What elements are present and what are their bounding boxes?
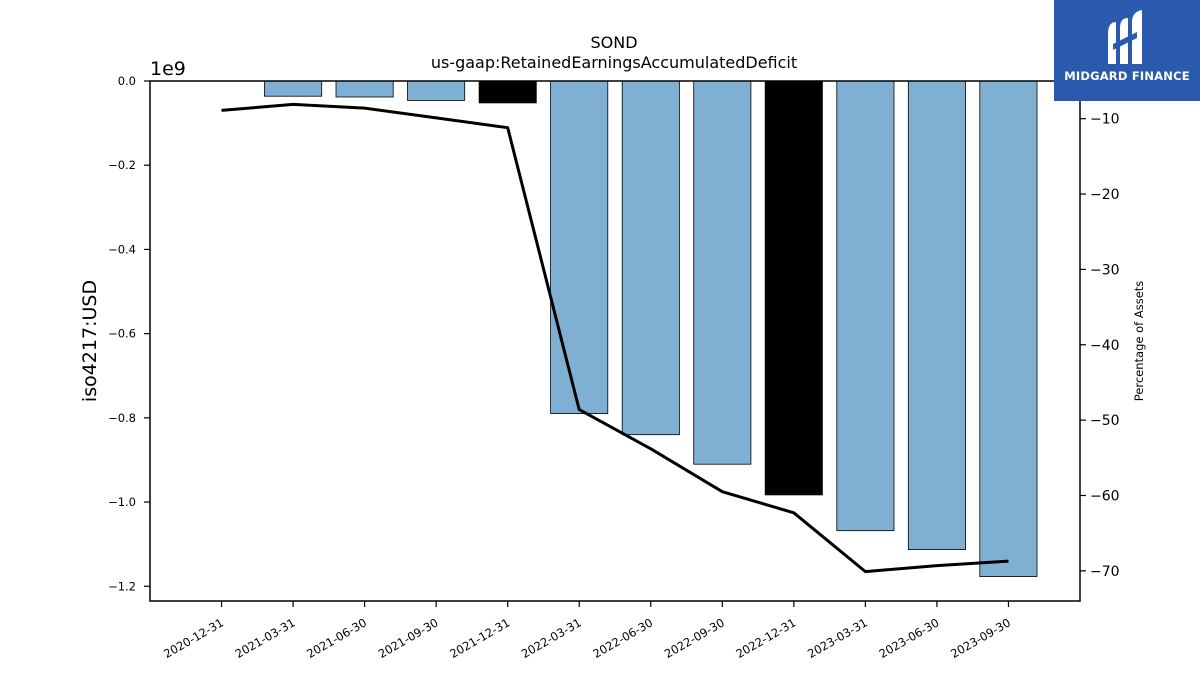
x-tick-label: 2023-06-30 bbox=[877, 615, 942, 661]
bar bbox=[836, 80, 895, 532]
axes-layer: 0.0 −0.2 −0.4 −0.6 −0.8 −1.0 −1.2 −10 −20 −30 −40 −… bbox=[108, 74, 1119, 661]
x-tick-label: 2021-12-31 bbox=[447, 615, 512, 661]
y-tick-label: −0.6 bbox=[108, 327, 136, 341]
logo-text: MIDGARD FINANCE bbox=[1064, 69, 1190, 83]
bar bbox=[764, 80, 823, 496]
y2-tick-label: −50 bbox=[1090, 413, 1120, 429]
y2-tick-label: −70 bbox=[1090, 564, 1120, 580]
x-tick-label: 2022-09-30 bbox=[662, 615, 727, 661]
bar bbox=[478, 80, 537, 104]
x-tick-label: 2022-12-31 bbox=[733, 615, 798, 661]
bar bbox=[907, 80, 966, 551]
x-tick-label: 2021-09-30 bbox=[376, 615, 441, 661]
y2-axis-label: Percentage of Assets bbox=[1132, 281, 1146, 402]
line-layer bbox=[221, 102, 1009, 574]
x-tick-label: 2021-06-30 bbox=[304, 615, 369, 661]
x-tick-label: 2023-09-30 bbox=[948, 615, 1013, 661]
x-tick-label: 2020-12-31 bbox=[161, 615, 226, 661]
y2-tick-label: −20 bbox=[1090, 187, 1120, 203]
brand-logo: MIDGARD FINANCE bbox=[1054, 0, 1200, 101]
bars-layer bbox=[264, 80, 1038, 578]
y2-tick-label: −30 bbox=[1090, 262, 1120, 278]
x-tick-label: 2023-03-31 bbox=[805, 615, 870, 661]
y-tick-label: −1.0 bbox=[108, 495, 136, 509]
y-axis-offset: 1e9 bbox=[150, 58, 186, 80]
bar bbox=[264, 80, 323, 97]
bar bbox=[335, 80, 394, 98]
bar bbox=[407, 80, 466, 101]
bar bbox=[979, 80, 1038, 578]
y-tick-label: −0.2 bbox=[108, 158, 136, 172]
y2-tick-label: −40 bbox=[1090, 338, 1120, 354]
percentage-line bbox=[221, 102, 1009, 574]
y2-tick-label: −60 bbox=[1090, 488, 1120, 504]
y2-tick-label: −10 bbox=[1090, 112, 1120, 128]
plot-frame bbox=[149, 80, 1081, 602]
bar bbox=[693, 80, 752, 465]
y-tick-label: −0.4 bbox=[108, 242, 136, 256]
bar bbox=[621, 80, 680, 436]
chart-subtitle: us-gaap:RetainedEarningsAccumulatedDefic… bbox=[431, 53, 797, 72]
y-axis-label: iso4217:USD bbox=[79, 280, 101, 402]
x-tick-label: 2021-03-31 bbox=[233, 615, 298, 661]
chart-title: SOND bbox=[590, 33, 637, 52]
y-tick-label: −0.8 bbox=[108, 411, 136, 425]
bar bbox=[550, 80, 609, 415]
y-tick-label: −1.2 bbox=[108, 579, 136, 593]
y-tick-label: 0.0 bbox=[118, 74, 136, 88]
x-tick-label: 2022-06-30 bbox=[590, 615, 655, 661]
x-tick-label: 2022-03-31 bbox=[519, 615, 584, 661]
midgard-logo-icon bbox=[1108, 10, 1142, 64]
